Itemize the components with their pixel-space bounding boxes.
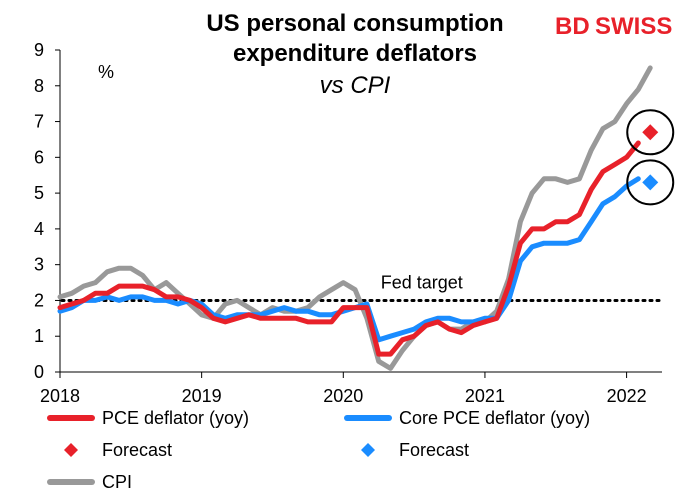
y-tick-label: 1 [34, 326, 44, 346]
legend-label: Core PCE deflator (yoy) [399, 408, 590, 428]
chart-title-line-1: US personal consumption [206, 10, 503, 37]
y-tick-label: 0 [34, 362, 44, 382]
legend-item: Forecast [361, 440, 469, 460]
x-tick-label: 2018 [40, 386, 80, 406]
x-tick-label: 2019 [182, 386, 222, 406]
legend-item: Core PCE deflator (yoy) [344, 408, 590, 428]
y-tick-label: 4 [34, 219, 44, 239]
legend-swatch-marker [64, 443, 78, 457]
series-line-core-pce-deflator-yoy [57, 176, 641, 343]
legend-item: CPI [47, 472, 132, 492]
legend-swatch-marker [361, 443, 375, 457]
y-tick-label: 3 [34, 255, 44, 275]
y-axis-label: % [98, 62, 114, 82]
x-ticks: 2018 2019 2020 2021 2022 [40, 372, 647, 406]
legend: PCE deflator (yoy) Core PCE deflator (yoy… [47, 408, 590, 492]
legend-label: Forecast [399, 440, 469, 460]
legend-label: CPI [102, 472, 132, 492]
fed-target-label: Fed target [381, 272, 463, 292]
brand-logo-suffix: SWISS [595, 13, 672, 40]
y-tick-label: 8 [34, 76, 44, 96]
forecast-marker-pce [642, 124, 659, 141]
y-ticks: 0 1 2 3 4 5 6 7 8 9 [34, 40, 60, 382]
brand-logo: BD SWISS [555, 13, 672, 40]
chart-subtitle: vs CPI [320, 72, 391, 99]
y-tick-label: 2 [34, 290, 44, 310]
legend-item: PCE deflator (yoy) [47, 408, 249, 428]
highlight-circle [626, 159, 675, 206]
forecast-highlights [626, 109, 675, 206]
x-tick-label: 2022 [607, 386, 647, 406]
y-tick-label: 6 [34, 147, 44, 167]
brand-logo-prefix: BD [555, 13, 590, 40]
highlight-circle [626, 109, 675, 156]
x-tick-label: 2020 [323, 386, 363, 406]
legend-label: Forecast [102, 440, 172, 460]
chart-title-line-2: expenditure deflators [233, 40, 477, 67]
y-tick-label: 9 [34, 40, 44, 60]
x-tick-label: 2021 [465, 386, 505, 406]
series-layer [57, 65, 659, 371]
legend-label: PCE deflator (yoy) [102, 408, 249, 428]
series-line-cpi [57, 65, 653, 371]
y-tick-label: 5 [34, 183, 44, 203]
legend-item: Forecast [64, 440, 172, 460]
y-tick-label: 7 [34, 112, 44, 132]
forecast-marker-core-pce [642, 174, 659, 191]
series-line-pce-deflator-yoy [57, 140, 641, 357]
